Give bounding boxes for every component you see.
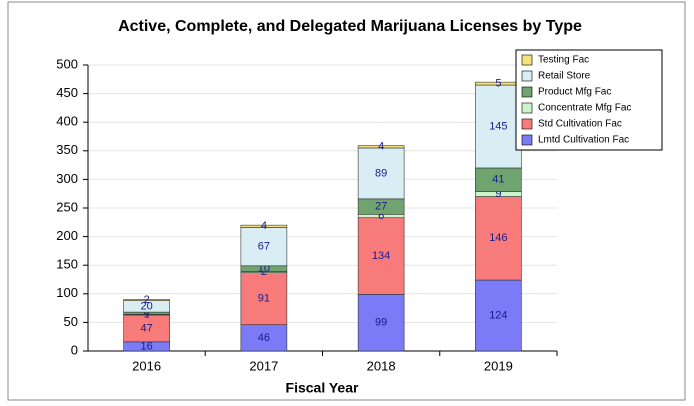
bar-segment [357, 217, 405, 295]
y-tick-label: 350 [56, 142, 78, 157]
y-tick-label: 100 [56, 285, 78, 300]
y-tick-label: 50 [64, 314, 78, 329]
bar-segment [357, 294, 405, 352]
legend-swatch [521, 54, 533, 66]
x-tick-label: 2018 [367, 358, 396, 373]
data-label: 47 [141, 322, 153, 334]
data-label: 6 [378, 210, 384, 222]
legend-label: Product Mfg Fac [538, 87, 611, 98]
y-tick-label: 500 [56, 56, 78, 71]
data-label: 91 [258, 293, 270, 305]
bar-segment [357, 147, 405, 200]
data-label: 4 [144, 307, 150, 319]
data-label: 16 [141, 340, 153, 352]
data-label: 145 [489, 120, 507, 132]
bar-segment [240, 227, 288, 267]
y-tick-label: 150 [56, 257, 78, 272]
y-tick-label: 450 [56, 85, 78, 100]
y-tick-label: 300 [56, 171, 78, 186]
x-tick-label: 2016 [132, 358, 161, 373]
legend-swatch [521, 134, 533, 146]
data-label: 134 [372, 250, 390, 262]
data-label: 4 [261, 220, 267, 232]
y-tick-label: 200 [56, 228, 78, 243]
legend-swatch [521, 70, 533, 82]
data-label: 2 [144, 294, 150, 306]
data-label: 20 [141, 300, 153, 312]
bar-segment [240, 224, 288, 228]
data-label: 4 [378, 141, 384, 153]
data-label: 9 [495, 188, 501, 200]
data-label: 99 [375, 317, 387, 329]
legend-swatch [521, 86, 533, 98]
y-tick-label: 0 [71, 342, 78, 357]
x-tick-label: 2019 [484, 358, 513, 373]
legend-label: Std Cultivation Fac [538, 119, 622, 130]
bar-segment [240, 324, 288, 352]
data-label: 89 [375, 167, 387, 179]
y-tick-label: 400 [56, 114, 78, 129]
data-label: 5 [495, 77, 501, 89]
bar-segment [123, 299, 170, 301]
bar-segment [240, 272, 288, 325]
data-label: 67 [258, 241, 270, 253]
data-label: 2 [261, 266, 267, 278]
data-label: 124 [489, 309, 507, 321]
data-label: 46 [258, 332, 270, 344]
legend-label: Lmtd Cultivation Fac [538, 135, 629, 146]
bar-segment [357, 145, 405, 149]
bar-segment [475, 84, 522, 169]
x-axis-title: Fiscal Year [286, 380, 359, 396]
legend-swatch [521, 102, 533, 114]
legend-label: Testing Fac [538, 55, 589, 66]
legend-label: Retail Store [538, 71, 591, 82]
data-label: 146 [489, 232, 507, 244]
data-label: 27 [375, 200, 387, 212]
chart-title: Active, Complete, and Delegated Marijuan… [118, 18, 582, 35]
y-tick-label: 250 [56, 199, 78, 214]
bar-segment [475, 196, 522, 281]
legend-label: Concentrate Mfg Fac [538, 103, 631, 114]
legend-swatch [521, 118, 533, 130]
data-label: 41 [492, 174, 504, 186]
legend-box [515, 49, 663, 151]
bar-segment [475, 279, 522, 352]
x-tick-label: 2017 [249, 358, 278, 373]
